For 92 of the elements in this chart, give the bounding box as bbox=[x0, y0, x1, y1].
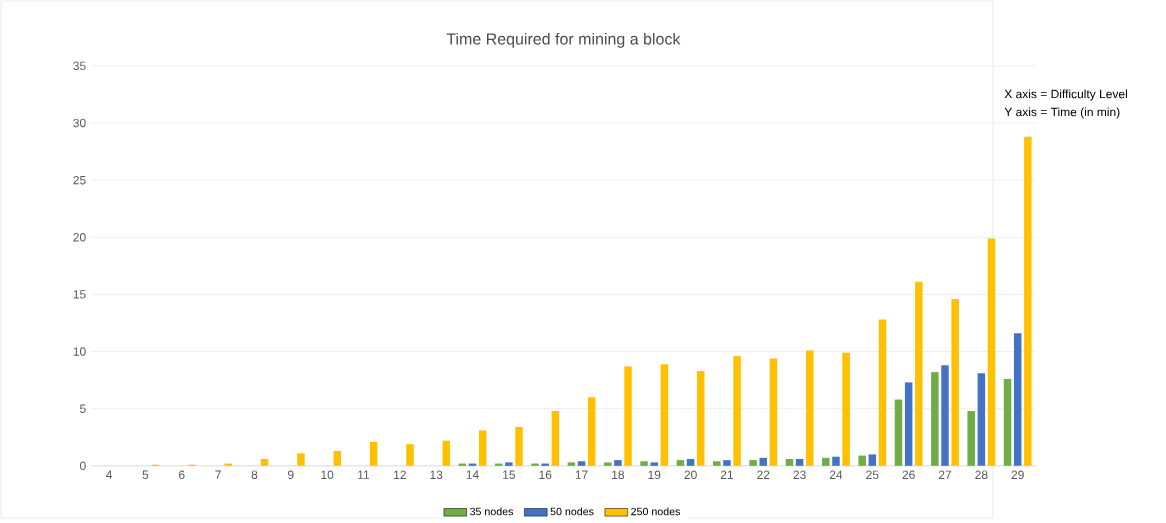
bar bbox=[515, 427, 523, 467]
bar bbox=[260, 459, 269, 467]
bar bbox=[224, 463, 232, 467]
bar bbox=[977, 373, 986, 467]
x-tick-label: 14 bbox=[466, 470, 479, 480]
bar bbox=[686, 459, 695, 467]
bar bbox=[785, 459, 794, 467]
x-tick-label: 8 bbox=[251, 470, 258, 480]
bar bbox=[297, 453, 305, 467]
bar bbox=[931, 372, 939, 467]
y-tick-label: 5 bbox=[79, 404, 86, 414]
x-tick-label: 13 bbox=[430, 470, 443, 480]
annotation: X axis = Difficulty Level bbox=[1004, 89, 1127, 101]
x-tick-label: 21 bbox=[720, 470, 734, 480]
bar bbox=[650, 462, 658, 467]
x-tick-label: 12 bbox=[394, 470, 406, 480]
bar bbox=[723, 460, 731, 467]
bar bbox=[806, 350, 814, 467]
bar bbox=[878, 319, 887, 467]
x-tick-label: 24 bbox=[829, 470, 843, 480]
bar bbox=[577, 461, 586, 467]
x-tick-label: 28 bbox=[975, 470, 988, 480]
y-tick-label: 15 bbox=[73, 290, 86, 299]
legend-label: 250 nodes bbox=[631, 507, 681, 516]
bar bbox=[832, 456, 840, 467]
legend-label: 35 nodes bbox=[469, 507, 514, 516]
y-tick-label: 30 bbox=[73, 118, 86, 128]
bar bbox=[894, 399, 903, 467]
bar bbox=[406, 444, 414, 467]
y-tick-label: 35 bbox=[73, 61, 86, 71]
annotation: Y axis = Time (in min) bbox=[1004, 107, 1120, 119]
bar bbox=[587, 397, 596, 467]
x-tick-label: 5 bbox=[142, 470, 149, 480]
x-tick-label: 9 bbox=[288, 470, 294, 480]
x-tick-label: 7 bbox=[215, 470, 221, 480]
x-tick-label: 27 bbox=[938, 470, 952, 480]
bar bbox=[676, 460, 685, 467]
bar bbox=[769, 358, 778, 467]
bar bbox=[505, 462, 513, 467]
x-tick-label: 10 bbox=[321, 470, 334, 480]
x-tick-label: 16 bbox=[539, 470, 552, 480]
x-tick-label: 18 bbox=[612, 470, 625, 480]
bar bbox=[1024, 136, 1032, 467]
bar bbox=[915, 282, 923, 467]
bar bbox=[478, 430, 487, 467]
x-tick-label: 23 bbox=[793, 470, 806, 480]
bar bbox=[541, 463, 549, 467]
bar bbox=[442, 440, 451, 467]
x-tick-label: 25 bbox=[866, 470, 879, 480]
bar bbox=[1013, 333, 1022, 467]
bar bbox=[822, 458, 830, 467]
bar bbox=[733, 356, 741, 467]
bar bbox=[369, 442, 378, 467]
chart-title: Time Required for mining a block bbox=[446, 33, 681, 49]
bar bbox=[551, 411, 560, 467]
x-tick-label: 6 bbox=[179, 470, 185, 480]
bar bbox=[951, 299, 959, 467]
bar bbox=[567, 462, 576, 467]
y-tick-label: 20 bbox=[73, 233, 86, 242]
x-tick-label: 4 bbox=[105, 470, 113, 480]
bar bbox=[713, 461, 721, 467]
bar bbox=[660, 364, 669, 467]
bar bbox=[333, 451, 342, 467]
x-tick-label: 29 bbox=[1011, 470, 1024, 480]
bar bbox=[904, 382, 913, 467]
x-tick-label: 17 bbox=[575, 470, 588, 480]
x-tick-label: 20 bbox=[684, 470, 697, 480]
bar bbox=[640, 461, 648, 467]
bar bbox=[531, 463, 539, 467]
y-tick-label: 0 bbox=[79, 461, 86, 471]
bar bbox=[696, 371, 705, 467]
bar bbox=[868, 454, 877, 467]
x-tick-label: 22 bbox=[757, 470, 770, 480]
x-tick-label: 19 bbox=[648, 470, 661, 480]
bar bbox=[749, 460, 757, 467]
legend-label: 50 nodes bbox=[550, 507, 594, 516]
y-tick-label: 25 bbox=[73, 176, 86, 185]
bar bbox=[967, 411, 975, 467]
bar bbox=[603, 462, 612, 467]
bar bbox=[987, 238, 996, 467]
bar bbox=[941, 365, 949, 467]
bar bbox=[759, 458, 768, 467]
x-tick-label: 26 bbox=[902, 470, 915, 480]
bar bbox=[842, 352, 850, 467]
bar bbox=[624, 366, 632, 467]
bar bbox=[1003, 379, 1012, 467]
bar bbox=[858, 455, 866, 467]
bar bbox=[614, 460, 622, 467]
bar bbox=[795, 459, 804, 467]
x-tick-label: 15 bbox=[503, 470, 516, 480]
x-tick-label: 11 bbox=[358, 470, 370, 480]
y-tick-label: 10 bbox=[73, 347, 86, 357]
